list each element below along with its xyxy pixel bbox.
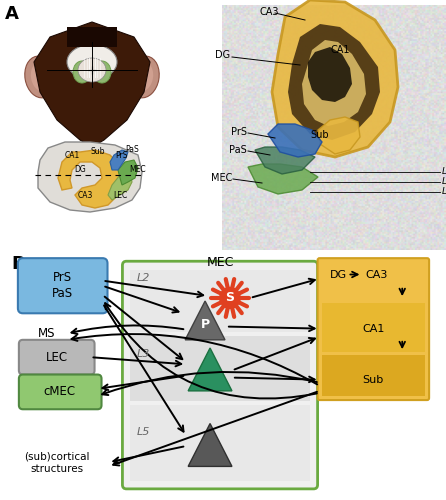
Polygon shape	[38, 142, 142, 212]
Polygon shape	[308, 47, 352, 102]
Text: L3: L3	[136, 349, 150, 359]
Text: CA1: CA1	[64, 150, 80, 160]
Text: cMEC: cMEC	[44, 386, 76, 398]
Text: LEC: LEC	[113, 190, 127, 200]
Text: CA3: CA3	[77, 190, 93, 200]
Polygon shape	[268, 124, 322, 157]
Ellipse shape	[25, 56, 55, 98]
Polygon shape	[318, 117, 360, 154]
Text: PrS
PaS: PrS PaS	[52, 271, 73, 300]
Polygon shape	[302, 40, 366, 126]
Ellipse shape	[73, 61, 91, 83]
Polygon shape	[255, 147, 315, 174]
Bar	[322, 303, 425, 352]
Text: CA3: CA3	[365, 270, 388, 280]
Text: MS: MS	[38, 327, 55, 340]
Ellipse shape	[93, 61, 111, 83]
Text: L2: L2	[442, 168, 446, 176]
Text: MEC: MEC	[206, 256, 234, 269]
Bar	[130, 405, 310, 480]
Bar	[130, 336, 310, 401]
Polygon shape	[110, 150, 128, 170]
Bar	[322, 355, 425, 396]
Text: A: A	[5, 5, 19, 23]
Text: L3: L3	[442, 178, 446, 186]
Polygon shape	[272, 0, 398, 157]
Text: PaS: PaS	[125, 146, 139, 154]
Text: PrS: PrS	[116, 150, 128, 160]
Bar	[67, 27, 117, 47]
Text: DG: DG	[330, 270, 347, 280]
Text: S: S	[226, 292, 235, 304]
Ellipse shape	[78, 58, 106, 82]
Polygon shape	[185, 301, 225, 340]
Text: (sub)cortical
structures: (sub)cortical structures	[24, 451, 90, 473]
Text: L5: L5	[442, 188, 446, 196]
Text: PrS: PrS	[231, 127, 247, 137]
Ellipse shape	[129, 56, 159, 98]
Polygon shape	[188, 348, 232, 391]
Polygon shape	[118, 160, 138, 185]
FancyBboxPatch shape	[19, 374, 102, 409]
Bar	[130, 270, 310, 332]
Text: CA1: CA1	[362, 324, 384, 334]
Text: DG: DG	[215, 50, 230, 60]
Text: CA3: CA3	[260, 7, 280, 17]
Text: CA1: CA1	[330, 45, 350, 55]
Polygon shape	[188, 424, 232, 467]
Text: MEC: MEC	[211, 173, 232, 183]
Polygon shape	[58, 150, 122, 208]
Polygon shape	[248, 164, 318, 194]
Text: Sub: Sub	[311, 130, 329, 140]
Text: L5: L5	[136, 426, 150, 436]
FancyBboxPatch shape	[318, 258, 429, 400]
FancyBboxPatch shape	[123, 261, 318, 489]
Polygon shape	[288, 24, 380, 140]
Text: B: B	[11, 255, 25, 273]
Text: MEC: MEC	[130, 166, 146, 174]
Ellipse shape	[31, 63, 49, 91]
Polygon shape	[34, 22, 150, 147]
Text: PaS: PaS	[229, 145, 247, 155]
Bar	[322, 264, 425, 299]
Text: LEC: LEC	[45, 350, 68, 364]
Text: L2: L2	[136, 272, 150, 282]
Circle shape	[219, 287, 241, 309]
Ellipse shape	[135, 63, 153, 91]
Polygon shape	[108, 172, 132, 200]
FancyBboxPatch shape	[18, 258, 107, 314]
Ellipse shape	[67, 44, 117, 80]
Text: P: P	[201, 318, 210, 331]
Text: DG: DG	[74, 166, 86, 174]
FancyBboxPatch shape	[19, 340, 95, 374]
Text: Sub: Sub	[91, 148, 105, 156]
Text: Sub: Sub	[363, 374, 384, 384]
